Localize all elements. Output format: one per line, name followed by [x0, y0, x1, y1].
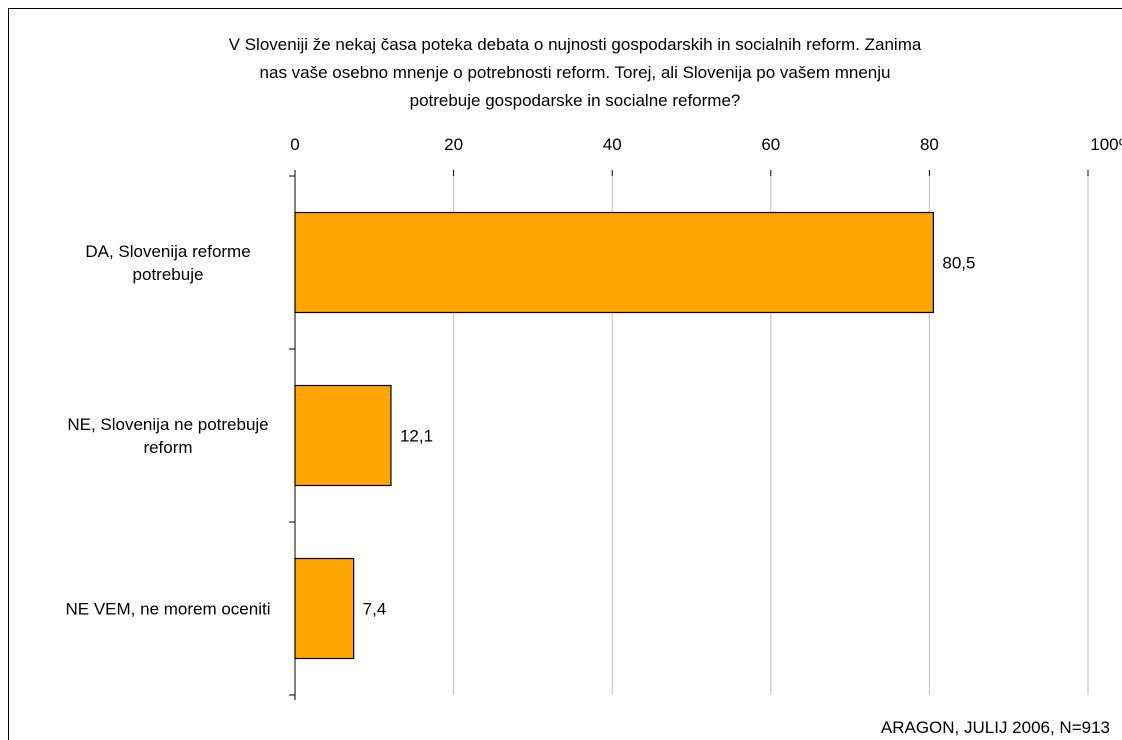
- bar: [294, 384, 392, 487]
- value-label: 80,5: [942, 254, 975, 273]
- chart-title-line: V Sloveniji že nekaj časa poteka debata …: [229, 35, 922, 54]
- chart-frame: [8, 8, 1122, 740]
- bar: [294, 557, 355, 660]
- bar: [294, 211, 934, 314]
- x-tick-label: 0: [290, 135, 299, 154]
- chart-title-line: potrebuje gospodarske in socialne reform…: [410, 91, 741, 110]
- category-label: DA, Slovenija reforme: [85, 242, 250, 261]
- category-label: potrebuje: [133, 265, 204, 284]
- chart-title: V Sloveniji že nekaj časa poteka debata …: [229, 35, 922, 110]
- category-label: NE VEM, ne morem oceniti: [65, 600, 270, 619]
- value-labels: 80,5 12,1 7,4: [363, 254, 976, 619]
- source-note: ARAGON, JULIJ 2006, N=913: [881, 718, 1110, 737]
- category-label: NE, Slovenija ne potrebuje: [67, 415, 268, 434]
- value-label: 12,1: [400, 427, 433, 446]
- x-tick-label: 40: [603, 135, 622, 154]
- category-label: reform: [143, 438, 192, 457]
- x-tick-label: 100%: [1090, 135, 1122, 154]
- x-tick-labels: 0 20 40 60 80 100%: [290, 135, 1122, 154]
- chart-title-line: nas vaše osebno mnenje o potrebnosti ref…: [260, 63, 891, 82]
- x-tick-label: 20: [444, 135, 463, 154]
- bars: [294, 211, 934, 660]
- x-tick-label: 80: [920, 135, 939, 154]
- x-tick-label: 60: [761, 135, 780, 154]
- value-label: 7,4: [363, 600, 387, 619]
- category-labels: DA, Slovenija reforme potrebuje NE, Sloven…: [65, 242, 270, 619]
